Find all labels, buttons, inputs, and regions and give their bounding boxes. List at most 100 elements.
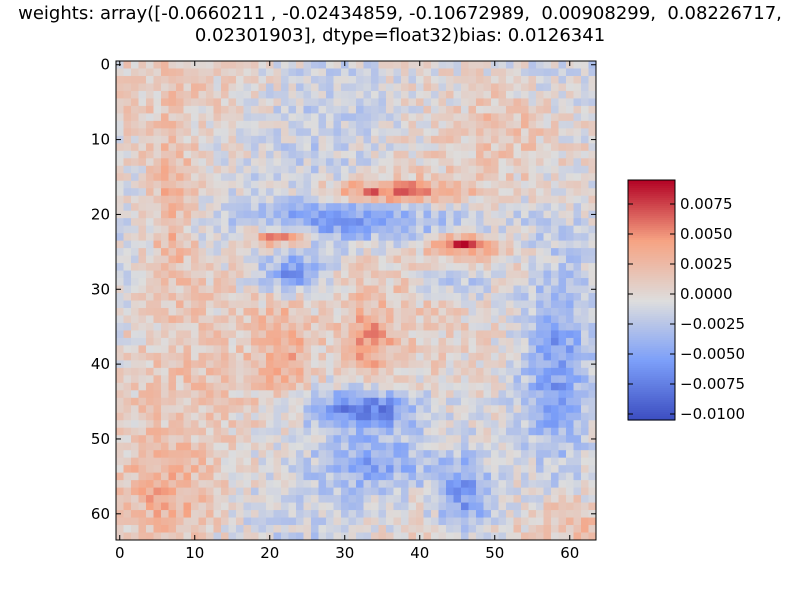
heatmap-cell xyxy=(536,225,545,234)
heatmap-cell xyxy=(461,412,470,421)
heatmap-cell xyxy=(371,487,380,496)
heatmap-cell xyxy=(326,480,335,489)
colorbar-segment xyxy=(628,206,675,209)
heatmap-cell xyxy=(581,113,590,122)
heatmap-cell xyxy=(206,330,215,339)
heatmap-cell xyxy=(438,158,447,167)
heatmap-cell xyxy=(146,68,155,77)
heatmap-cell xyxy=(446,315,455,324)
heatmap-cell xyxy=(281,405,290,414)
heatmap-cell xyxy=(363,83,372,92)
heatmap-cell xyxy=(521,75,530,85)
heatmap-cell xyxy=(476,128,485,137)
heatmap-cell xyxy=(228,255,237,264)
heatmap-cell xyxy=(401,90,410,100)
heatmap-cell xyxy=(318,180,327,189)
colorbar-segment xyxy=(628,400,675,403)
heatmap-cell xyxy=(356,165,365,174)
colorbar-segment xyxy=(628,208,675,211)
heatmap-cell xyxy=(153,457,162,466)
heatmap-cell xyxy=(438,375,447,384)
heatmap-cell xyxy=(536,427,545,436)
heatmap-cell xyxy=(543,225,552,234)
heatmap-cell xyxy=(348,330,357,339)
heatmap-cell xyxy=(468,480,477,489)
heatmap-cell xyxy=(528,135,537,144)
heatmap-cell xyxy=(228,158,237,167)
heatmap-cell xyxy=(228,240,237,249)
heatmap-cell xyxy=(363,315,372,324)
heatmap-cell xyxy=(296,233,305,242)
heatmap-cell xyxy=(386,435,395,444)
heatmap-cell xyxy=(581,382,590,391)
heatmap-cell xyxy=(401,173,410,182)
heatmap-cell xyxy=(378,105,387,114)
heatmap-cell xyxy=(408,337,417,347)
heatmap-cell xyxy=(431,263,440,272)
heatmap-cell xyxy=(446,195,455,204)
heatmap-cell xyxy=(408,457,417,466)
heatmap-cell xyxy=(333,203,342,212)
heatmap-cell xyxy=(491,135,500,144)
heatmap-cell xyxy=(153,367,162,376)
heatmap-cell xyxy=(356,263,365,272)
heatmap-cell xyxy=(423,427,432,436)
heatmap-cell xyxy=(363,188,372,197)
heatmap-cell xyxy=(431,225,440,234)
heatmap-cell xyxy=(528,367,537,376)
heatmap-cell xyxy=(408,345,417,354)
heatmap-cell xyxy=(266,120,275,129)
heatmap-cell xyxy=(423,270,432,279)
heatmap-cell xyxy=(273,113,282,122)
heatmap-cell xyxy=(588,218,596,227)
heatmap-cell xyxy=(513,263,522,272)
heatmap-cell xyxy=(371,390,380,399)
heatmap-cell xyxy=(333,360,342,369)
heatmap-cell xyxy=(431,255,440,264)
heatmap-cell xyxy=(408,427,417,436)
heatmap-cell xyxy=(356,450,365,459)
heatmap-cell xyxy=(333,128,342,137)
heatmap-cell xyxy=(303,442,312,451)
heatmap-cell xyxy=(356,435,365,444)
heatmap-cell xyxy=(498,120,507,129)
heatmap-cell xyxy=(528,188,537,197)
heatmap-cell xyxy=(551,450,560,459)
heatmap-cell xyxy=(371,150,380,159)
colorbar-segment xyxy=(628,346,675,349)
heatmap-cell xyxy=(243,195,252,204)
heatmap-cell xyxy=(416,427,425,436)
heatmap-cell xyxy=(131,315,140,324)
heatmap-cell xyxy=(153,510,162,519)
heatmap-cell xyxy=(371,240,380,249)
heatmap-cell xyxy=(491,165,500,174)
heatmap-cell xyxy=(521,360,530,369)
heatmap-cell xyxy=(408,195,417,204)
heatmap-cell xyxy=(348,105,357,114)
heatmap-cell xyxy=(363,427,372,436)
heatmap-cell xyxy=(138,435,147,444)
heatmap-cell xyxy=(543,405,552,414)
heatmap-cell xyxy=(123,502,132,511)
heatmap-cell xyxy=(438,360,447,369)
heatmap-cell xyxy=(341,435,350,444)
heatmap-cell xyxy=(183,390,192,399)
heatmap-cell xyxy=(491,203,500,212)
heatmap-cell xyxy=(281,278,290,287)
heatmap-cell xyxy=(131,375,140,384)
heatmap-cell xyxy=(446,98,455,107)
heatmap-cell xyxy=(251,487,260,496)
heatmap-cell xyxy=(161,405,170,414)
heatmap-cell xyxy=(408,150,417,159)
heatmap-cell xyxy=(566,158,575,167)
heatmap-cell xyxy=(536,315,545,324)
heatmap-cell xyxy=(296,517,305,526)
heatmap-cell xyxy=(521,263,530,272)
heatmap-cell xyxy=(536,218,545,227)
heatmap-cell xyxy=(243,532,252,540)
colorbar-segment xyxy=(628,388,675,391)
heatmap-cell xyxy=(491,337,500,347)
heatmap-cell xyxy=(468,203,477,212)
heatmap-cell xyxy=(341,68,350,77)
heatmap-cell xyxy=(168,300,177,309)
